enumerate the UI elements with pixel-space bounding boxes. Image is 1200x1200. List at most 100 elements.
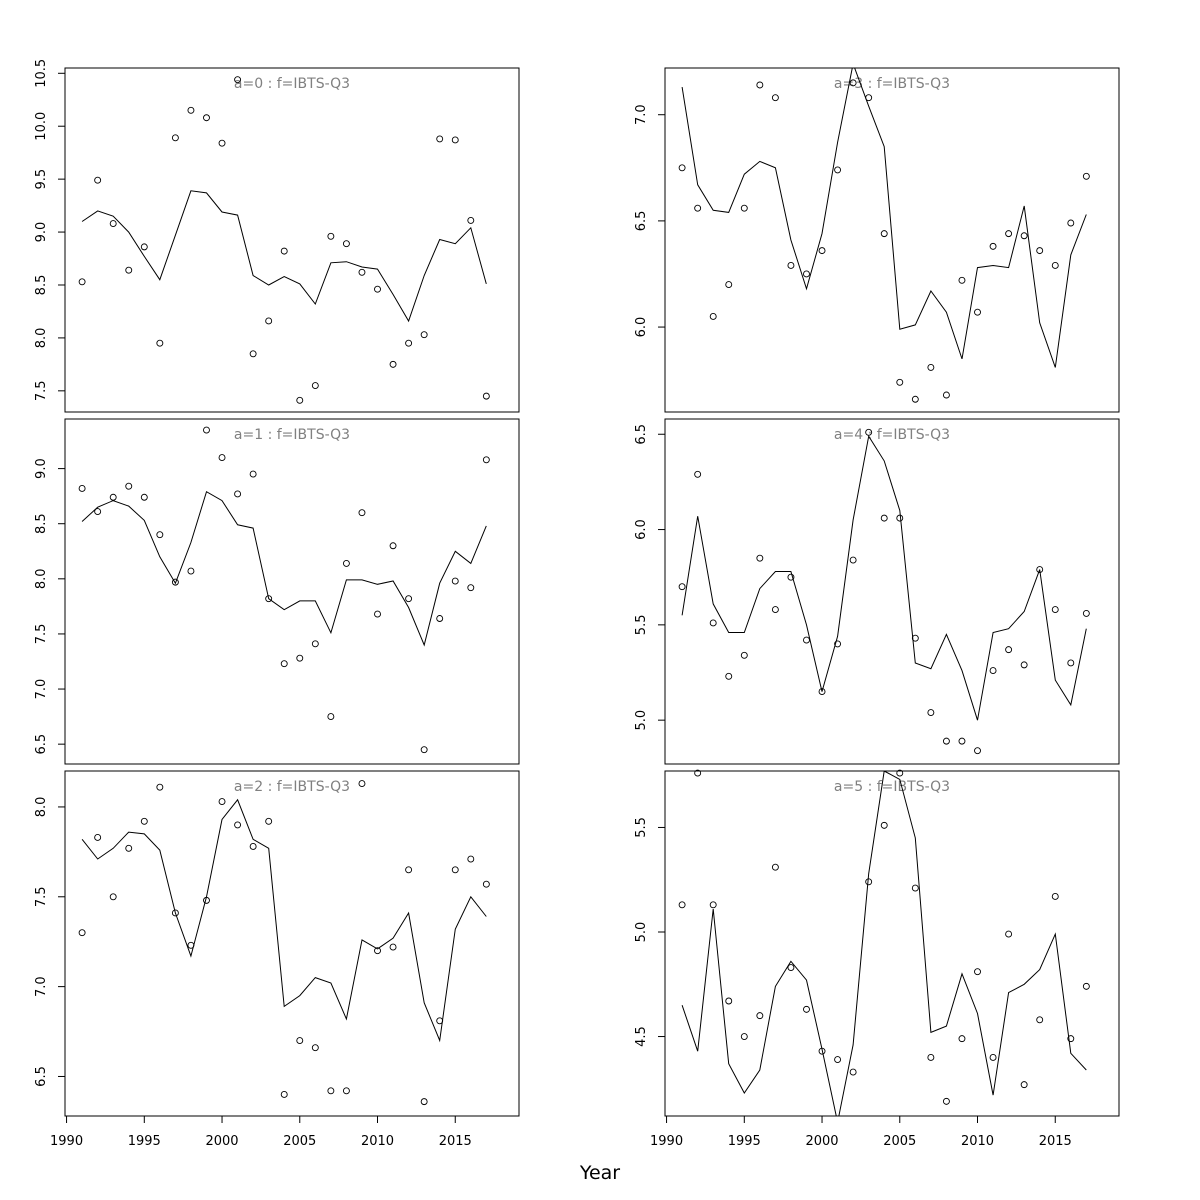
observed-point	[218, 139, 226, 147]
x-tick-label: 2015	[1039, 1134, 1072, 1149]
observed-point	[896, 378, 904, 386]
observed-point	[156, 531, 164, 539]
observed-point	[740, 651, 748, 659]
panel-left-1: 7.5 8.0 8.5 9.0 9.5 10.0 10.5 a=0 : f=IBTS-Q3	[34, 59, 520, 413]
panel-title: a=2 : f=IBTS-Q3	[234, 779, 350, 795]
observed-point	[78, 484, 86, 492]
observed-point	[140, 243, 148, 251]
y-tick-label: 7.5	[34, 624, 49, 645]
observed-point	[156, 339, 164, 347]
observed-point	[420, 331, 428, 339]
y-tick-label: 6.0	[634, 519, 649, 540]
observed-point	[880, 230, 888, 238]
observed-point	[694, 204, 702, 212]
observed-point	[803, 1005, 810, 1013]
observed-point	[927, 1054, 935, 1061]
observed-point	[1036, 1016, 1044, 1024]
observed-point	[725, 281, 733, 289]
y-tick-label: 10.0	[34, 112, 49, 141]
observed-point	[187, 106, 195, 114]
panel-left-2: 6.5 7.0 7.5 8.0 8.5 9.0 a=1 : f=IBTS-Q3	[34, 418, 520, 765]
observed-point	[374, 947, 381, 955]
x-axis: 1990 1995 2000 2005 2010 2015	[50, 1115, 472, 1149]
x-tick-label: 1995	[128, 1134, 161, 1149]
y-tick-label: 4.5	[634, 1026, 649, 1047]
observed-point	[709, 901, 717, 909]
observed-point	[1005, 230, 1013, 238]
observed-point	[787, 573, 795, 581]
observed-point	[405, 595, 413, 603]
observed-point	[296, 1037, 304, 1044]
observed-point	[358, 268, 366, 276]
observed-point	[156, 783, 164, 791]
fitted-line	[81, 190, 487, 323]
observed-point	[1067, 1035, 1075, 1043]
observed-point	[725, 997, 733, 1005]
fitted-line	[681, 434, 1087, 721]
panel-title: a=5 : f=IBTS-Q3	[834, 779, 950, 795]
y-tick-label: 5.5	[634, 615, 649, 636]
panel-frame	[664, 418, 1120, 765]
observed-point	[467, 855, 475, 863]
observed-point	[818, 688, 826, 696]
observed-point	[420, 1098, 428, 1106]
observed-point	[849, 1068, 857, 1076]
observed-point	[1067, 659, 1075, 667]
panel-right-2: 5.0 5.5 6.0 6.5 a=4 : f=IBTS-Q3	[634, 418, 1120, 765]
observed-point	[927, 363, 935, 371]
y-tick-label: 5.0	[634, 710, 649, 731]
observed-point	[787, 262, 795, 269]
y-tick-label: 7.5	[34, 886, 49, 907]
panel-title: a=1 : f=IBTS-Q3	[234, 427, 350, 443]
y-tick-label: 9.0	[34, 222, 49, 243]
observed-point	[803, 636, 810, 644]
y-tick-label: 8.5	[34, 275, 49, 296]
observed-point	[358, 509, 366, 517]
y-tick-label: 9.0	[34, 458, 49, 479]
observed-point	[203, 426, 210, 434]
observed-point	[849, 79, 857, 87]
y-tick-label: 7.0	[634, 104, 649, 125]
observed-point	[958, 276, 966, 284]
y-tick-label: 5.0	[634, 922, 649, 943]
observed-point	[740, 204, 748, 212]
y-tick-label: 8.0	[34, 328, 49, 349]
observed-point	[1082, 609, 1090, 617]
observed-point	[171, 909, 179, 917]
observed-point	[296, 654, 304, 662]
x-tick-label: 2005	[283, 1134, 316, 1149]
observed-point	[125, 844, 133, 852]
panel-left-3: 6.5 7.0 7.5 8.0 a=2 : f=IBTS-Q3 1990 1995 2000 2…	[34, 770, 520, 1149]
observed-point	[467, 216, 475, 224]
observed-point	[725, 672, 733, 680]
observed-point	[694, 769, 702, 777]
y-tick-label: 6.5	[634, 211, 649, 232]
observed-point	[280, 247, 288, 255]
x-tick-label: 2010	[961, 1134, 994, 1149]
observed-point	[280, 1090, 288, 1098]
panel-right-3: 4.5 5.0 5.5 a=5 : f=IBTS-Q3 1990 1995 2000 2005…	[634, 769, 1120, 1149]
observed-point	[94, 176, 102, 184]
panel-frame	[664, 67, 1120, 413]
observed-point	[420, 746, 428, 754]
fitted-line	[81, 798, 487, 1043]
observed-point	[311, 640, 319, 648]
observed-point	[865, 428, 873, 436]
observed-point	[818, 247, 826, 255]
observed-point	[389, 943, 397, 951]
observed-point	[389, 542, 397, 550]
observed-point	[1005, 930, 1013, 938]
observed-point	[834, 640, 842, 648]
observed-point	[1082, 982, 1090, 990]
observed-point	[771, 863, 779, 871]
x-tick-label: 1990	[50, 1134, 83, 1149]
observed-point	[109, 493, 117, 501]
observed-point	[94, 834, 102, 841]
panel-frame	[64, 418, 520, 765]
observed-point	[482, 456, 490, 464]
observed-point	[482, 880, 490, 888]
observed-point	[1082, 172, 1090, 180]
observed-point	[296, 396, 304, 404]
observed-point	[467, 584, 475, 592]
observed-point	[1051, 893, 1059, 900]
